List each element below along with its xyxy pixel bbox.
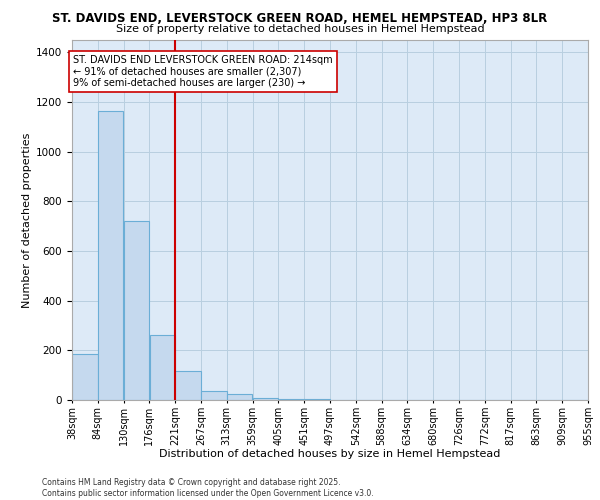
Bar bbox=[253, 398, 278, 400]
Text: Contains HM Land Registry data © Crown copyright and database right 2025.
Contai: Contains HM Land Registry data © Crown c… bbox=[42, 478, 374, 498]
Bar bbox=[98, 111, 124, 400]
Bar bbox=[124, 221, 149, 400]
Bar bbox=[278, 399, 304, 400]
Bar bbox=[72, 354, 98, 400]
Text: ST. DAVIDS END LEVERSTOCK GREEN ROAD: 214sqm
← 91% of detached houses are smalle: ST. DAVIDS END LEVERSTOCK GREEN ROAD: 21… bbox=[73, 55, 333, 88]
Bar bbox=[149, 336, 175, 400]
Text: Size of property relative to detached houses in Hemel Hempstead: Size of property relative to detached ho… bbox=[116, 24, 484, 34]
Text: ST. DAVIDS END, LEVERSTOCK GREEN ROAD, HEMEL HEMPSTEAD, HP3 8LR: ST. DAVIDS END, LEVERSTOCK GREEN ROAD, H… bbox=[52, 12, 548, 26]
Bar bbox=[175, 372, 201, 400]
Y-axis label: Number of detached properties: Number of detached properties bbox=[22, 132, 32, 308]
X-axis label: Distribution of detached houses by size in Hemel Hempstead: Distribution of detached houses by size … bbox=[160, 449, 500, 459]
Bar bbox=[201, 392, 227, 400]
Bar bbox=[227, 394, 253, 400]
